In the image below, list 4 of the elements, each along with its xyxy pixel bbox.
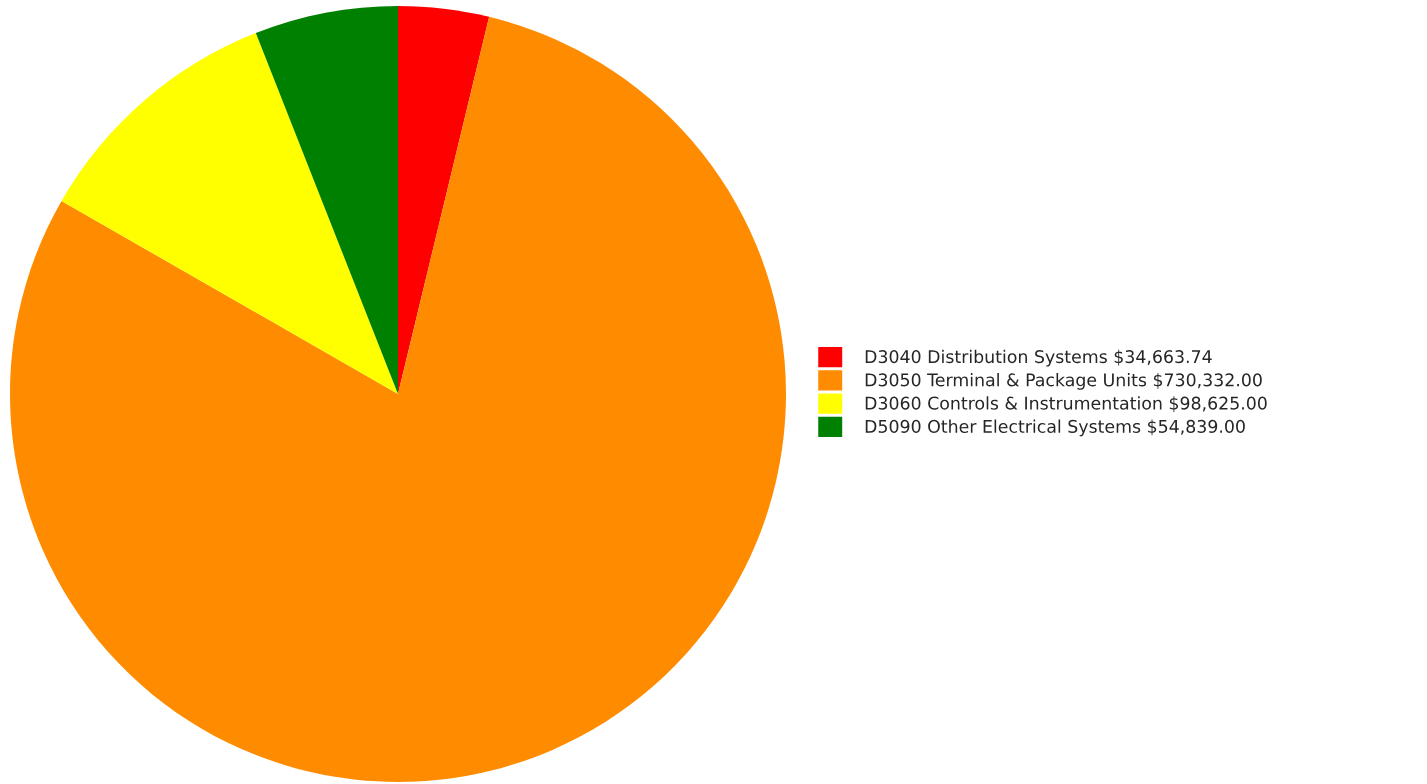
legend-label: D3060 Controls & Instrumentation $98,625.00	[865, 396, 1267, 412]
legend-label: D3050 Terminal & Package Units $730,332.00	[865, 372, 1262, 390]
legend-label: D5090 Other Electrical Systems $54,839.00	[865, 419, 1245, 437]
legend-label: D3040 Distribution Systems $34,663.74	[865, 349, 1212, 367]
